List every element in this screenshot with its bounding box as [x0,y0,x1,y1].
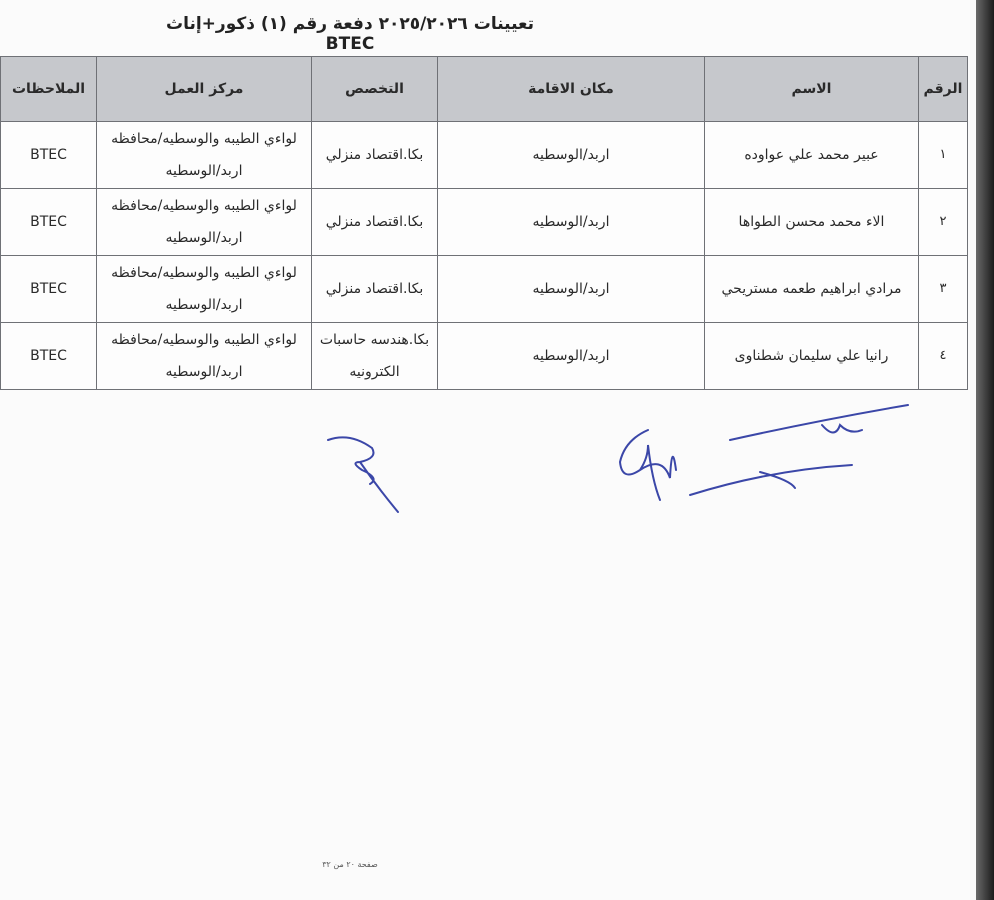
header-residence: مكان الاقامة [437,56,705,122]
page-title: تعيينات ٢٠٢٥/٢٠٢٦ دفعة رقم (١) ذكور+إناث… [165,14,534,54]
specialty-cell: بكا.اقتصاد منزلي [311,188,438,256]
specialty-cell: بكا.هندسه حاسبات الكترونيه [311,322,438,390]
notes-cell: BTEC [0,322,97,390]
header-name: الاسم [704,56,919,122]
header-workplace: مركز العمل [96,56,312,122]
employee-name-cell: رانيا علي سليمان شطناوى [704,322,919,390]
page-footer: صفحة ٢٠ من ٣٢ [322,860,378,869]
header-notes: الملاحظات [0,56,97,122]
workplace-cell: لواءي الطيبه والوسطيه/محافظه اربد/الوسطي… [96,188,312,256]
residence-cell: اربد/الوسطيه [437,255,705,323]
row-number-cell: ٤ [918,322,968,390]
signature-right-2 [689,404,909,496]
residence-cell: اربد/الوسطيه [437,322,705,390]
specialty-cell: بكا.اقتصاد منزلي [311,121,438,189]
scan-edge [976,0,994,900]
residence-cell: اربد/الوسطيه [437,188,705,256]
header-number: الرقم [918,56,968,122]
specialty-cell: بكا.اقتصاد منزلي [311,255,438,323]
residence-cell: اربد/الوسطيه [437,121,705,189]
table-row: ٢ الاء محمد محسن الطواها اربد/الوسطيه بكا.ا… [0,188,968,256]
notes-cell: BTEC [0,121,97,189]
employee-name-cell: الاء محمد محسن الطواها [704,188,919,256]
appointments-table: الرقم الاسم مكان الاقامة التخصص مركز الع… [0,56,968,390]
table-header-row: الرقم الاسم مكان الاقامة التخصص مركز الع… [0,56,968,122]
row-number-cell: ٣ [918,255,968,323]
table-row: ١ عبير محمد علي عواوده اربد/الوسطيه بكا.اقت… [0,121,968,189]
signature-left [327,436,399,513]
notes-cell: BTEC [0,188,97,256]
header-specialty: التخصص [311,56,438,122]
table-row: ٣ مرادي ابراهيم طعمه مستريحي اربد/الوسطيه ب… [0,255,968,323]
employee-name-cell: مرادي ابراهيم طعمه مستريحي [704,255,919,323]
workplace-cell: لواءي الطيبه والوسطيه/محافظه اربد/الوسطي… [96,322,312,390]
signature-right-1 [618,429,677,501]
workplace-cell: لواءي الطيبه والوسطيه/محافظه اربد/الوسطي… [96,121,312,189]
notes-cell: BTEC [0,255,97,323]
table-row: ٤ رانيا علي سليمان شطناوى اربد/الوسطيه بكا.… [0,322,968,390]
workplace-cell: لواءي الطيبه والوسطيه/محافظه اربد/الوسطي… [96,255,312,323]
row-number-cell: ٢ [918,188,968,256]
employee-name-cell: عبير محمد علي عواوده [704,121,919,189]
row-number-cell: ١ [918,121,968,189]
